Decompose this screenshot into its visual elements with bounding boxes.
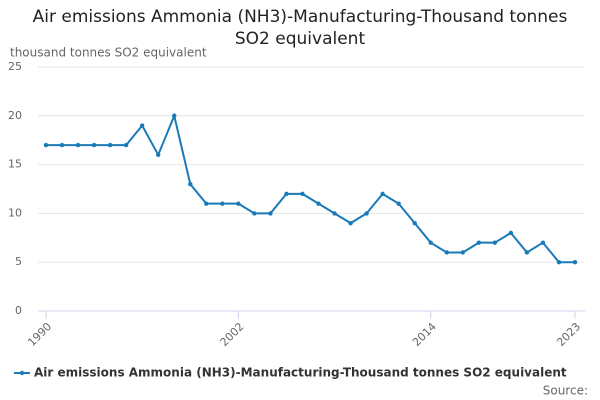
x-tick-label: 2014 <box>410 320 439 349</box>
data-point <box>268 211 273 216</box>
data-point <box>396 201 401 206</box>
data-point <box>236 201 241 206</box>
data-point <box>284 191 289 197</box>
legend-label: Air emissions Ammonia (NH3)-Manufacturin… <box>34 366 567 380</box>
data-point <box>188 181 193 187</box>
data-point <box>204 201 209 206</box>
data-point <box>412 220 417 226</box>
data-point <box>139 123 145 128</box>
data-point <box>428 240 433 245</box>
x-tick-label: 2002 <box>218 320 247 349</box>
data-point <box>348 220 353 226</box>
data-point <box>572 260 578 265</box>
data-point <box>252 211 257 216</box>
x-tick-label: 2023 <box>554 320 583 349</box>
data-point <box>540 240 546 245</box>
data-point <box>444 250 449 255</box>
legend-marker <box>19 370 25 376</box>
data-point <box>107 142 113 148</box>
data-point <box>123 142 129 148</box>
x-tick-label: 1990 <box>25 320 54 349</box>
data-point <box>332 211 337 216</box>
data-point <box>460 250 465 255</box>
data-point <box>172 113 177 119</box>
y-axis-label: thousand tonnes SO2 equivalent <box>10 46 207 60</box>
data-point <box>220 201 225 206</box>
source: Source: <box>543 384 588 398</box>
data-point <box>492 240 498 245</box>
y-tick-label: 25 <box>8 60 22 73</box>
data-point <box>59 142 65 148</box>
chart-title: Air emissions Ammonia (NH3)-Manufacturin… <box>32 7 568 49</box>
data-point <box>508 230 514 236</box>
data-point <box>316 201 321 206</box>
y-tick-label: 15 <box>8 158 22 171</box>
data-point <box>380 191 385 197</box>
y-tick-label: 20 <box>8 109 22 122</box>
data-point <box>476 240 482 245</box>
y-tick-label: 5 <box>15 255 22 268</box>
data-point <box>364 211 369 216</box>
data-point <box>156 152 161 158</box>
data-point <box>91 142 97 148</box>
data-point <box>75 142 81 148</box>
y-tick-label: 0 <box>15 304 22 317</box>
data-point <box>43 142 49 148</box>
data-line <box>46 112 575 264</box>
data-point <box>300 191 305 197</box>
y-tick-label: 10 <box>8 206 22 219</box>
data-point <box>524 250 530 255</box>
data-point <box>556 260 562 265</box>
